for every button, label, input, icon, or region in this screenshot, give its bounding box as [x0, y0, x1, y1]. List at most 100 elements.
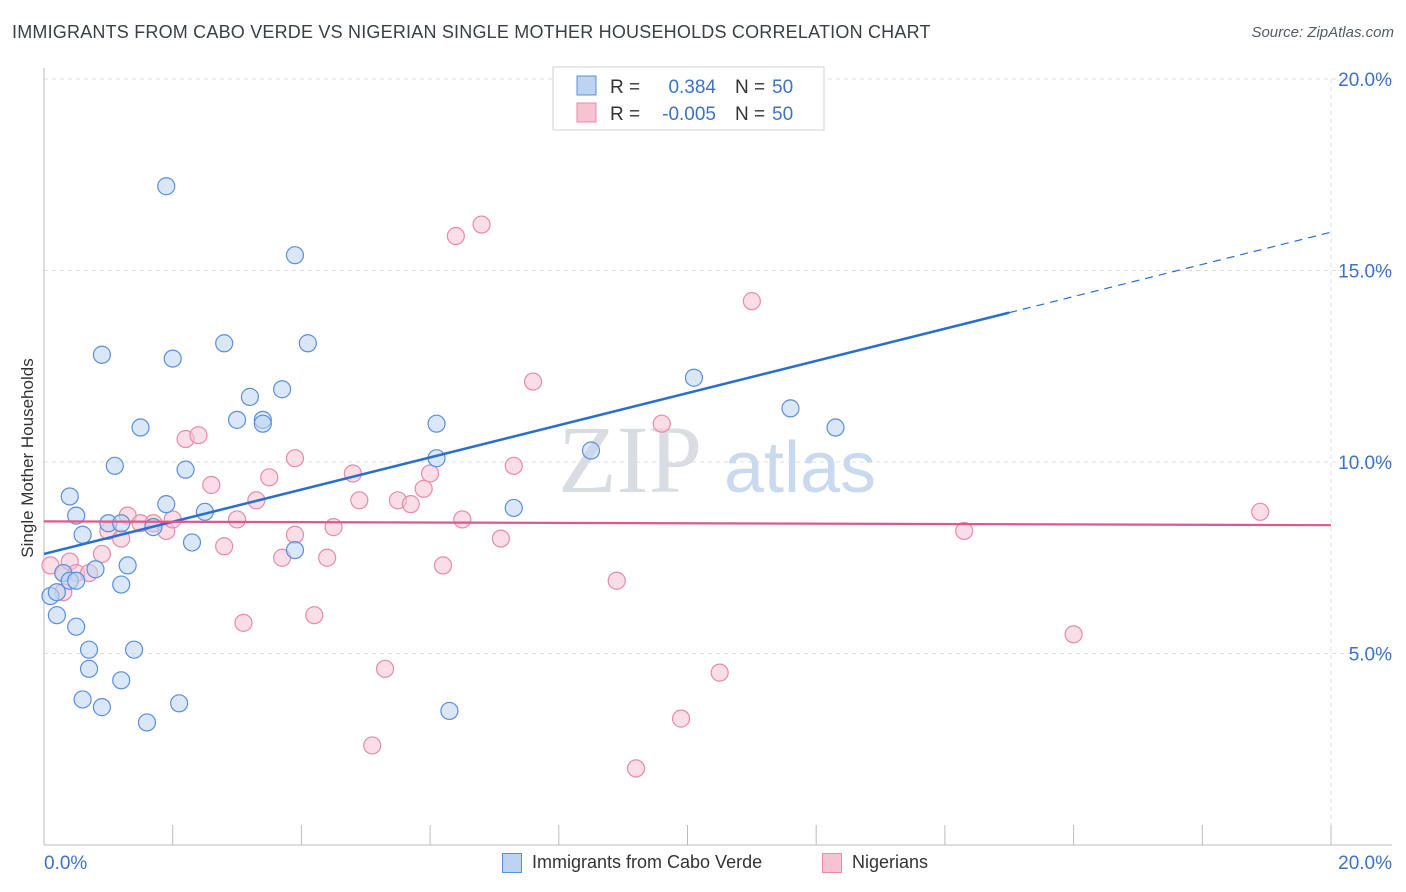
nigerians-point-50 [1064, 625, 1083, 644]
legend-item-cabo-verde[interactable]: Immigrants from Cabo Verde [502, 852, 762, 873]
nigerians-point-33 [401, 495, 420, 514]
cabo-verde-point-40 [298, 334, 317, 353]
x-tick-label-min: 0.0% [44, 853, 87, 874]
cabo-verde-point-12 [86, 560, 105, 579]
nigerians-point-6 [92, 544, 112, 564]
nigerians-point-21 [260, 468, 279, 487]
legend-item-nigerians[interactable]: Nigerians [822, 852, 928, 873]
nigerians-point-41 [504, 456, 523, 475]
cabo-verde-point-38 [285, 246, 305, 265]
cabo-verde-point-21 [124, 640, 144, 659]
cabo-verde-point-8 [73, 690, 92, 709]
cabo-verde-point-10 [79, 640, 99, 659]
nigerians-point-23 [285, 449, 305, 468]
cabo-verde-point-46 [684, 368, 704, 387]
nigerians-point-15 [189, 426, 208, 445]
x-tick-label-max: 20.0% [1338, 853, 1392, 874]
cabo-verde-point-27 [163, 349, 182, 368]
cabo-verde-point-44 [504, 498, 523, 518]
cabo-verde-point-41 [427, 414, 446, 433]
cabo-verde-point-30 [182, 533, 202, 552]
nigerians-point-16 [202, 475, 221, 495]
cabo-verde-point-17 [112, 514, 131, 533]
legend-swatch-nigerians [822, 852, 842, 873]
nigerians-point-49 [955, 521, 974, 541]
nigerians-point-30 [363, 736, 382, 755]
cabo-verde-point-49 [67, 571, 86, 590]
y-tick-label-15: 15.0% [1338, 262, 1392, 283]
nigerians-point-43 [607, 571, 626, 590]
cabo-verde-point-18 [112, 575, 131, 594]
legend-r-value-blue: 0.384 [668, 77, 716, 98]
cabo-verde-point-28 [170, 694, 189, 713]
legend-n-label-pink: N = [735, 104, 765, 125]
cabo-verde-point-48 [826, 418, 845, 437]
nigerians-point-18 [227, 510, 247, 529]
nigerians-point-47 [710, 663, 729, 682]
legend-r-label-pink: R = [610, 104, 640, 125]
cabo-verde-point-1 [47, 583, 66, 602]
cabo-verde-point-33 [227, 410, 247, 429]
legend-swatch-cabo-verde [502, 852, 522, 873]
cabo-verde-point-39 [285, 540, 305, 560]
watermark-atlas: atlas [724, 428, 876, 508]
nigerians-point-45 [652, 414, 671, 433]
watermark: ZIP atlas [558, 406, 876, 513]
cabo-verde-point-2 [47, 606, 66, 625]
correlation-legend: R = 0.384 N = 50 R = -0.005 N = 50 [552, 66, 825, 131]
nigerians-point-31 [375, 659, 395, 678]
cabo-verde-point-34 [240, 387, 260, 406]
cabo-verde-point-13 [92, 698, 112, 717]
cabo-verde-point-7 [67, 506, 86, 525]
nigerians-point-46 [671, 709, 691, 728]
nigerians-point-39 [472, 215, 491, 234]
series-legend: Immigrants from Cabo Verde Nigerians [0, 852, 1406, 878]
cabo-verde-point-5 [60, 487, 79, 506]
axes [43, 68, 1392, 846]
legend-n-value-blue: 50 [772, 77, 793, 98]
grid-lines [44, 78, 1392, 845]
trend-line-cabo-verde-extension [1009, 231, 1332, 314]
cabo-verde-point-43 [440, 701, 459, 721]
cabo-verde-point-22 [131, 418, 150, 437]
nigerians-point-51 [1251, 502, 1270, 521]
nigerians-point-24 [285, 525, 305, 544]
nigerians-point-19 [234, 613, 253, 632]
legend-r-label-blue: R = [610, 77, 640, 98]
cabo-verde-point-37 [272, 380, 292, 399]
legend-n-label-blue: N = [735, 77, 765, 98]
nigerians-point-44 [626, 759, 646, 778]
legend-swatch-pink [576, 102, 597, 123]
nigerians-point-48 [742, 292, 761, 311]
cabo-verde-point-45 [581, 441, 601, 460]
cabo-verde-point-29 [176, 460, 195, 479]
y-tick-label-10: 10.0% [1338, 453, 1392, 474]
nigerians-point-29 [350, 491, 369, 510]
cabo-verde-point-9 [73, 525, 92, 544]
cabo-verde-point-26 [157, 177, 176, 196]
nigerians-point-37 [446, 226, 465, 246]
nigerians-point-25 [305, 606, 324, 625]
cabo-verde-point-6 [67, 617, 86, 636]
nigerians-point-17 [215, 537, 234, 556]
trend-lines [43, 231, 1332, 556]
cabo-verde-point-36 [253, 414, 272, 433]
legend-label-cabo-verde: Immigrants from Cabo Verde [532, 852, 763, 872]
legend-label-nigerians: Nigerians [852, 852, 929, 872]
nigerians-point-36 [433, 556, 453, 575]
tick-labels: 5.0% 10.0% 15.0% 20.0% 0.0% 20.0% [44, 70, 1392, 874]
nigerians-point-42 [523, 372, 543, 391]
cabo-verde-point-25 [157, 495, 176, 514]
y-tick-label-5: 5.0% [1349, 645, 1392, 666]
legend-box [552, 66, 825, 131]
legend-swatch-blue [576, 75, 597, 96]
nigerians-point-38 [453, 510, 472, 529]
cabo-verde-point-20 [118, 556, 137, 575]
nigerians-point-35 [421, 464, 440, 483]
cabo-verde-point-47 [781, 399, 800, 418]
y-tick-label-20: 20.0% [1338, 70, 1392, 91]
trend-line-cabo-verde [43, 311, 1010, 556]
cabo-verde-point-16 [105, 456, 124, 475]
cabo-verde-point-23 [137, 713, 157, 732]
